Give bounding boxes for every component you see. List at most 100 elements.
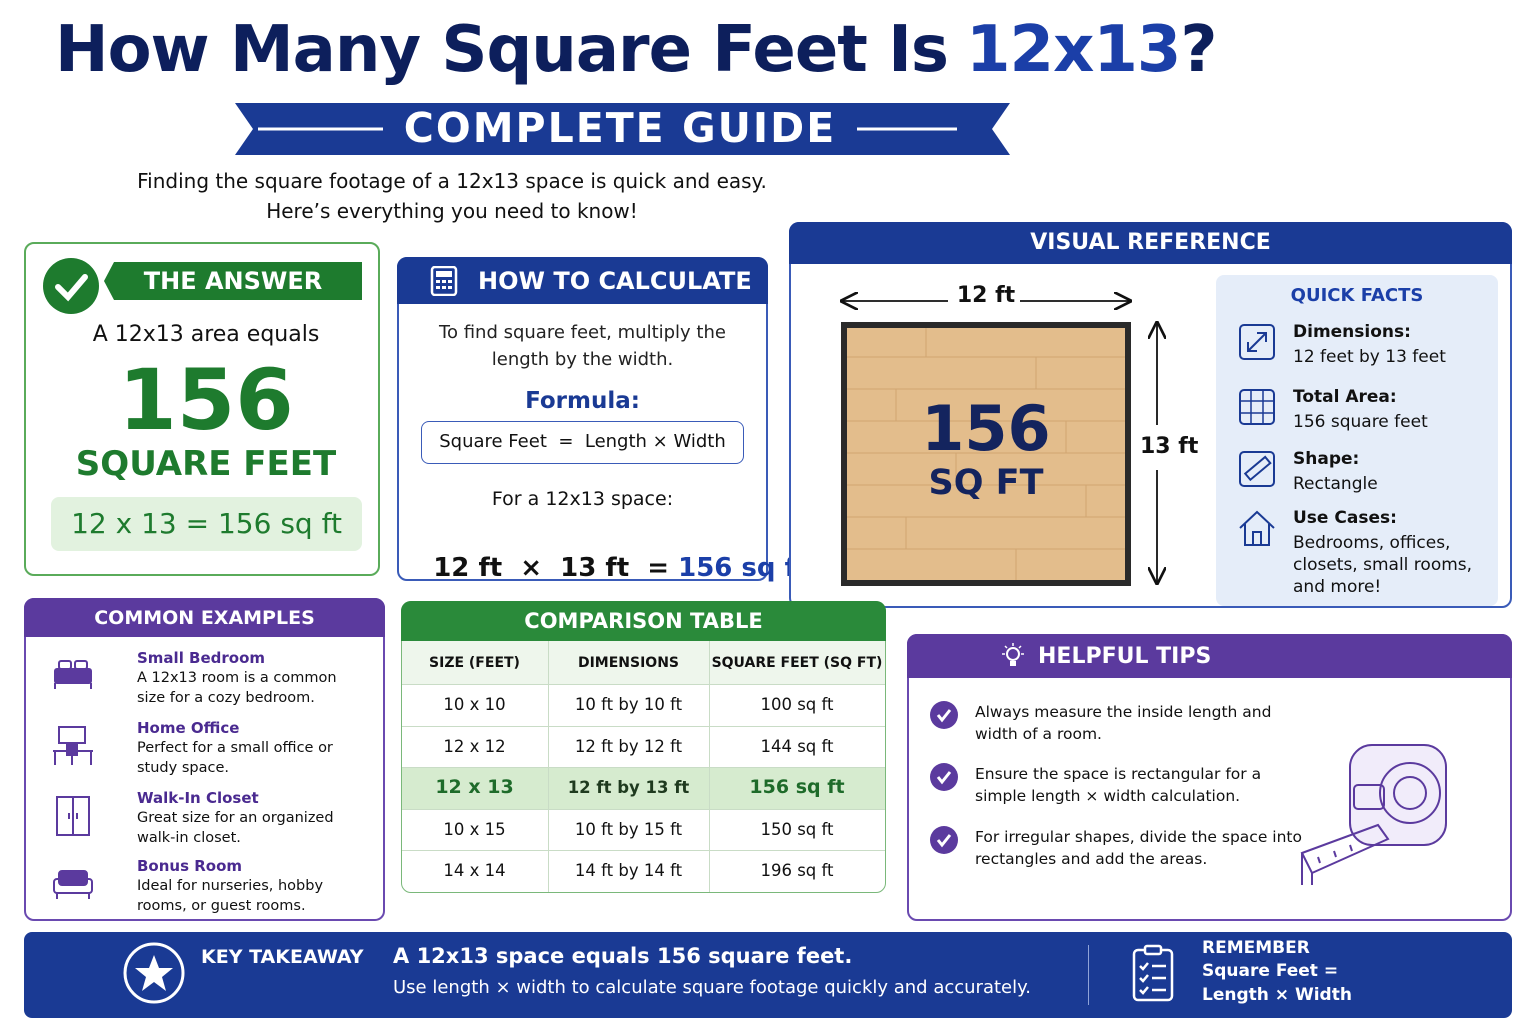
icon-shape [1239,510,1275,529]
icon-shape [1257,332,1267,342]
icon-shape [847,328,1125,580]
examples-header [24,598,385,637]
icon-shape [43,258,99,314]
icon-shape [1317,856,1321,864]
area-unit: SQ FT [928,463,1044,503]
table-cell: 12 ft by 12 ft [574,736,683,756]
table-cell: 12 x 12 [443,736,506,756]
icon-shape [936,834,952,848]
icon-shape [1252,531,1262,546]
answer-heading: THE ANSWER [143,267,323,295]
table-cell: 144 sq ft [760,736,834,756]
formula: Square Feet = Length × Width [439,431,726,452]
icon-shape [1379,762,1441,824]
icon-shape [1247,342,1257,352]
icon-shape [936,771,952,785]
icon-shape [1002,643,1024,655]
table-cell: 10 ft by 10 ft [574,695,683,714]
tip-text: For irregular shapes, divide the space i… [975,828,1307,868]
calculate-text: To find square feet, multiply the length… [439,322,732,370]
icon-shape [1333,850,1337,858]
icon-shape [1239,451,1275,487]
remember-text: Length × Width [1202,985,1352,1005]
example-lhs: 12 ft × 13 ft = [433,553,670,584]
fact-text: 156 square feet [1293,412,1428,432]
calculator-icon [430,266,458,296]
icon-shape [1239,324,1275,360]
example-icon [51,795,95,837]
intro-line: Finding the square footage of a 12x13 sp… [137,169,767,193]
fact-label: Dimensions: [1293,322,1411,342]
title-end: ? [1180,13,1217,87]
answer-pill [104,262,362,300]
fact-label: Total Area: [1293,387,1397,407]
table-row-rule [402,850,885,892]
icon-shape [1300,823,1390,875]
icon-shape [448,286,452,289]
answer-unit: SQUARE FEET [75,444,337,484]
icon-shape [235,103,1010,155]
tip-check [929,700,959,730]
check-icon [43,258,99,314]
icon-shape [930,763,958,791]
icon-shape [1006,647,1020,661]
table-column-rule [709,641,710,892]
ribbon [235,103,1010,155]
icon-shape [430,266,458,296]
title-lead: How Many Square Feet Is [55,13,949,87]
icon-shape [1244,524,1270,546]
table-cell: 12 x 13 [435,776,514,799]
icon-shape [1010,661,1016,666]
fact-icon [1237,508,1277,548]
calculate-card [397,257,768,581]
clipboard-icon [1132,944,1174,1002]
table-heading: COMPARISON TABLE [524,609,763,633]
icon-shape [55,274,88,302]
area-value: 156 [921,392,1051,465]
footer-divider [1088,945,1089,1005]
formula-label: Formula: [525,388,640,414]
equation-box [51,497,362,551]
example-title: Home Office [137,719,240,737]
intro-line: Here’s everything you need to know! [266,199,638,223]
icon-shape [135,955,173,991]
fact-icon [1237,387,1277,427]
table-cell: 10 x 10 [443,695,506,714]
icon-shape [1239,324,1275,360]
table-cell: 100 sq ft [760,695,834,714]
icon-shape [1353,784,1385,810]
icon-shape [930,701,958,729]
answer-equation: 12 x 13 = 156 sq ft [71,507,342,540]
calculate-header [397,257,768,304]
fact-text: Bedrooms, offices, closets, small rooms,… [1293,533,1478,598]
icon-shape [1139,974,1149,983]
icon-shape [1243,455,1272,482]
tips-heading: HELPFUL TIPS [1038,644,1212,669]
fact-text: Rectangle [1293,474,1378,494]
icon-shape [58,660,72,670]
table-header [401,601,886,641]
title: How Many Square Feet Is 12x13? [55,12,1218,89]
table-row-rule [402,767,885,809]
icon-shape [930,701,958,729]
table-cell: 12 ft by 13 ft [567,778,690,798]
answer-lead: A 12x13 area equals [92,322,320,347]
table-cell: 10 ft by 15 ft [574,819,683,839]
tip-text: Ensure the space is rectangular for a si… [975,765,1267,805]
icon-shape [1239,510,1275,546]
icon-shape [841,322,1131,586]
icon-shape [436,286,440,289]
example-icon [51,655,95,697]
table-row-rule [402,808,885,851]
table-cell: 156 sq ft [749,776,845,799]
example-icon [51,863,95,905]
icon-shape [58,726,86,744]
icon-shape [930,826,958,854]
icon-shape [1132,948,1174,1002]
table-column-header: SIZE (FEET) [429,655,520,671]
example-label: For a 12x13 space: [491,488,674,510]
table-cell: 196 sq ft [760,861,834,881]
examples-heading: COMMON EXAMPLES [94,607,315,629]
tip-text: Always measure the inside length and wid… [975,703,1277,743]
example-title: Bonus Room [137,857,243,875]
